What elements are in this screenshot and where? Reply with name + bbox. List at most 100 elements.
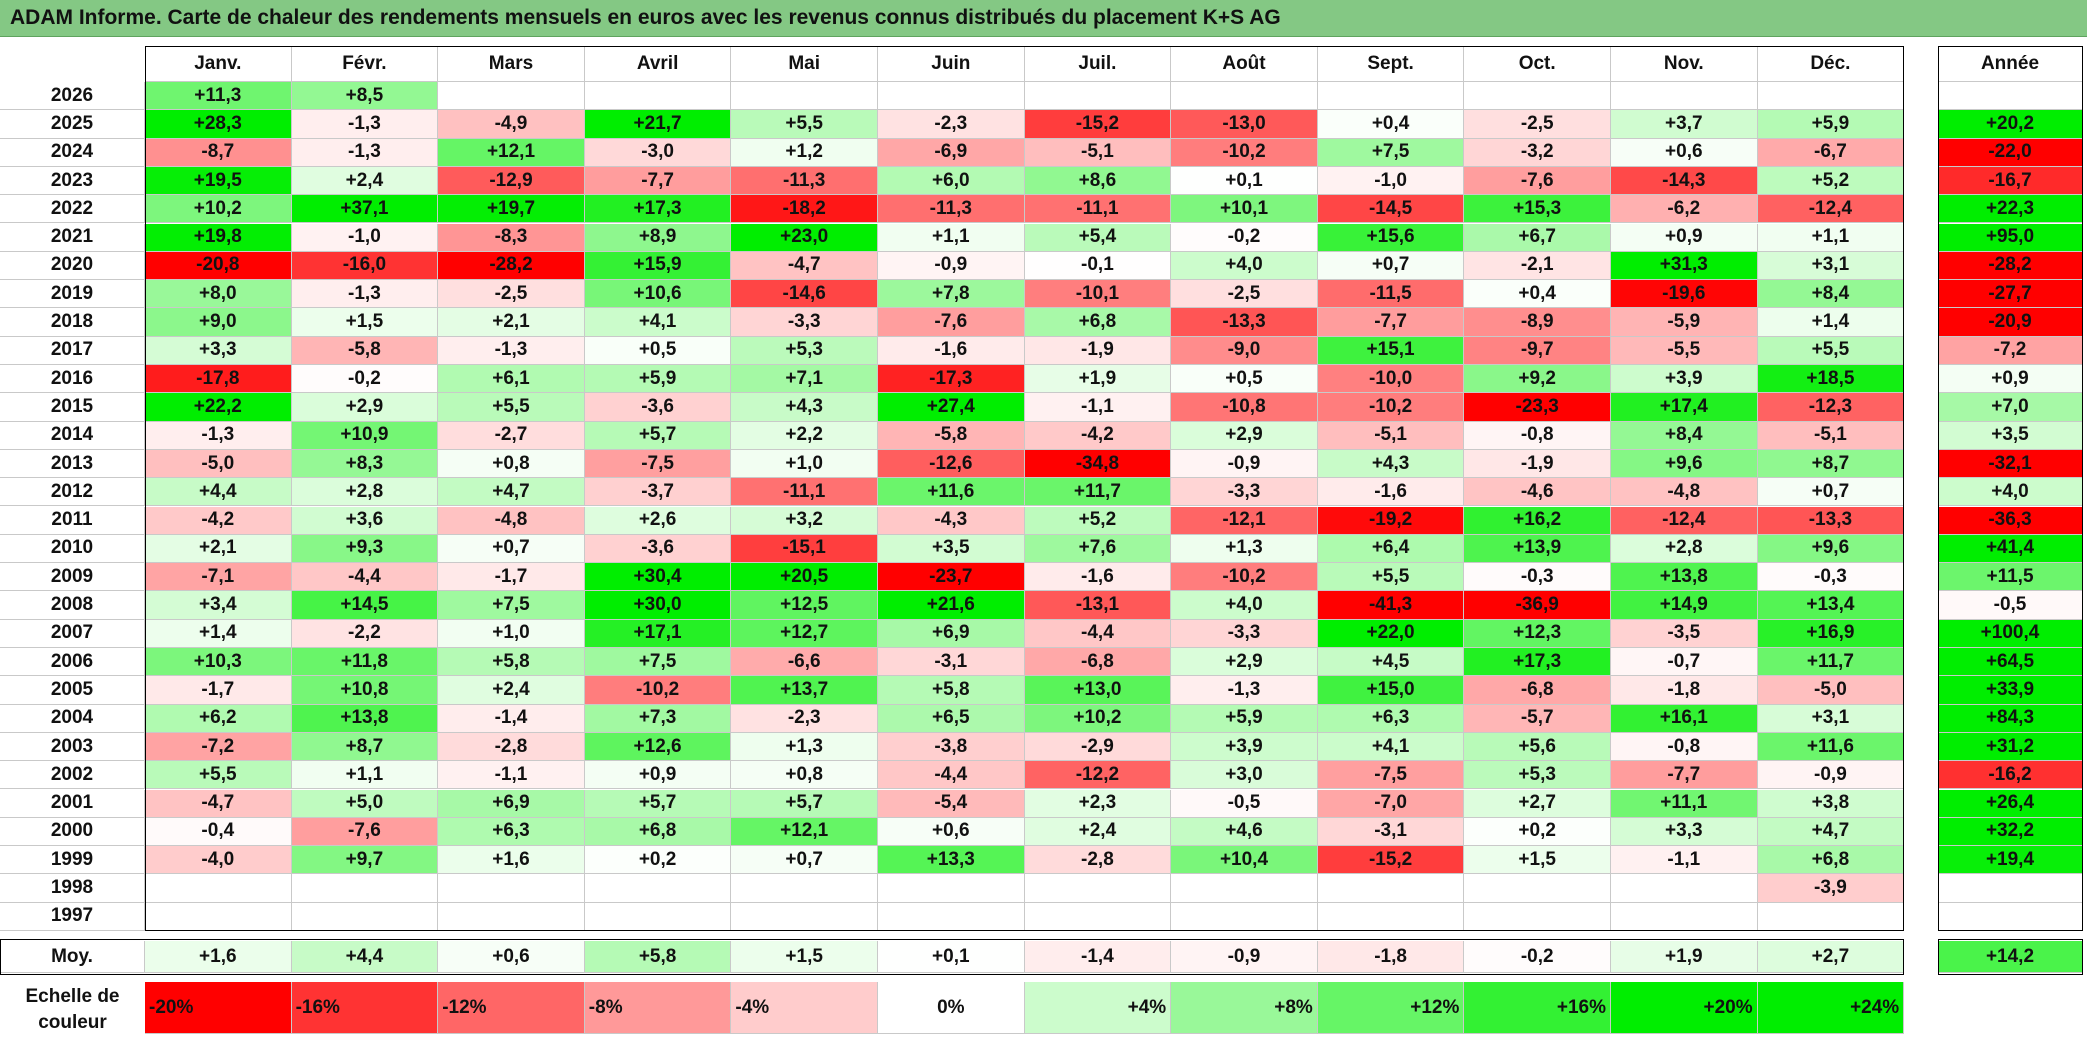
month-value-cell: +9,3	[291, 534, 439, 564]
annual-value-cell: -16,7	[1938, 166, 2083, 196]
month-value-cell: +6,4	[1317, 534, 1465, 564]
month-value-cell: +11,1	[1611, 789, 1758, 818]
month-value-cell: +2,6	[584, 506, 732, 535]
month-value-cell: +16,2	[1464, 506, 1611, 535]
month-value-cell: -7,0	[1317, 789, 1465, 818]
month-value-cell: -0,9	[878, 251, 1025, 281]
month-value-cell: +6,2	[145, 704, 292, 733]
month-value-cell: +11,7	[1757, 648, 1905, 677]
month-value-cell: -15,2	[1317, 846, 1465, 875]
month-value-cell: -7,6	[1464, 166, 1611, 196]
month-value-cell: +3,7	[1611, 110, 1758, 139]
month-value-cell: +0,7	[438, 534, 585, 564]
month-value-cell: -3,3	[1171, 619, 1318, 648]
annual-value-cell: -16,2	[1938, 761, 2083, 790]
month-value-cell: +10,4	[1171, 846, 1318, 875]
annual-value-cell: +84,3	[1938, 704, 2083, 733]
month-value-cell: -15,1	[731, 534, 878, 564]
month-value-cell: +31,3	[1611, 251, 1758, 281]
month-value-cell: -11,1	[731, 478, 878, 507]
month-value-cell: +18,5	[1757, 365, 1905, 394]
month-value-cell: +16,1	[1611, 704, 1758, 733]
month-value-cell: +5,0	[291, 789, 439, 818]
annual-value-cell: +95,0	[1938, 223, 2083, 252]
month-value-cell: -6,8	[1024, 648, 1172, 677]
month-value-cell: -8,7	[145, 138, 292, 167]
month-value-cell: -6,8	[1464, 676, 1611, 705]
month-value-cell: -19,2	[1317, 506, 1465, 535]
month-value-cell	[438, 902, 585, 931]
month-value-cell: -13,3	[1171, 308, 1318, 337]
year-label: 2000	[0, 817, 145, 847]
month-value-cell: +5,5	[438, 393, 585, 422]
average-value-cell: +0,6	[438, 941, 585, 973]
month-value-cell: +5,5	[1317, 563, 1465, 592]
month-value-cell: +10,8	[291, 676, 439, 705]
month-value-cell: +1,1	[1757, 223, 1905, 252]
month-value-cell: +6,8	[1757, 846, 1905, 875]
month-value-cell: +2,9	[1171, 648, 1318, 677]
annual-value-cell	[1938, 82, 2083, 111]
month-value-cell: +2,4	[291, 166, 439, 196]
month-value-cell: -0,7	[1611, 648, 1758, 677]
month-header: Avril	[584, 46, 732, 82]
month-value-cell: -3,6	[584, 393, 732, 422]
month-value-cell: +5,2	[1757, 166, 1905, 196]
month-value-cell: +2,2	[731, 421, 878, 450]
month-value-cell: +1,3	[1171, 534, 1318, 564]
month-value-cell: -0,3	[1464, 563, 1611, 592]
month-value-cell: +2,7	[1464, 789, 1611, 818]
month-value-cell: +1,5	[1464, 846, 1611, 875]
month-value-cell	[1317, 874, 1465, 903]
month-value-cell: +3,1	[1757, 251, 1905, 281]
month-value-cell: -3,1	[878, 648, 1025, 677]
month-header: Déc.	[1757, 46, 1905, 82]
annual-value-cell: +41,4	[1938, 534, 2083, 564]
month-value-cell	[584, 902, 732, 931]
month-value-cell: +3,1	[1757, 704, 1905, 733]
year-label: 2003	[0, 732, 145, 762]
month-value-cell: -12,3	[1757, 393, 1905, 422]
month-value-cell	[438, 874, 585, 903]
month-value-cell: -12,1	[1171, 506, 1318, 535]
year-label: 2014	[0, 421, 145, 450]
month-value-cell: +8,4	[1757, 280, 1905, 309]
month-value-cell: +4,7	[438, 478, 585, 507]
month-value-cell: +8,5	[291, 82, 439, 111]
month-value-cell: -5,7	[1464, 704, 1611, 733]
month-value-cell: +0,8	[731, 761, 878, 790]
year-label: 2019	[0, 280, 145, 309]
month-value-cell	[731, 902, 878, 931]
month-value-cell: -5,5	[1611, 336, 1758, 365]
month-value-cell	[1024, 902, 1172, 931]
title-bar: ADAM Informe. Carte de chaleur des rende…	[0, 0, 2087, 37]
month-value-cell: +4,0	[1171, 251, 1318, 281]
month-value-cell: -11,3	[731, 166, 878, 196]
month-value-cell: -4,7	[145, 789, 292, 818]
month-value-cell: -5,0	[145, 449, 292, 479]
month-value-cell: -1,0	[1317, 166, 1465, 196]
year-label: 2005	[0, 676, 145, 705]
month-value-cell: -13,1	[1024, 591, 1172, 620]
month-value-cell: +11,3	[145, 82, 292, 111]
month-value-cell	[1464, 82, 1611, 111]
month-value-cell: -7,6	[291, 817, 439, 847]
month-value-cell	[145, 902, 292, 931]
month-value-cell: +8,6	[1024, 166, 1172, 196]
month-value-cell: +5,8	[878, 676, 1025, 705]
month-value-cell	[878, 82, 1025, 111]
month-value-cell: -12,6	[878, 449, 1025, 479]
month-value-cell	[1464, 874, 1611, 903]
month-value-cell: -28,2	[438, 251, 585, 281]
month-value-cell: +13,8	[291, 704, 439, 733]
month-value-cell: +5,7	[584, 789, 732, 818]
month-value-cell: -23,7	[878, 563, 1025, 592]
month-value-cell	[731, 874, 878, 903]
month-value-cell: +7,8	[878, 280, 1025, 309]
month-value-cell: +22,2	[145, 393, 292, 422]
month-value-cell: -10,8	[1171, 393, 1318, 422]
month-value-cell: -12,4	[1757, 195, 1905, 224]
month-value-cell: +4,5	[1317, 648, 1465, 677]
month-value-cell: -11,3	[878, 195, 1025, 224]
annual-value-cell: +32,2	[1938, 817, 2083, 847]
